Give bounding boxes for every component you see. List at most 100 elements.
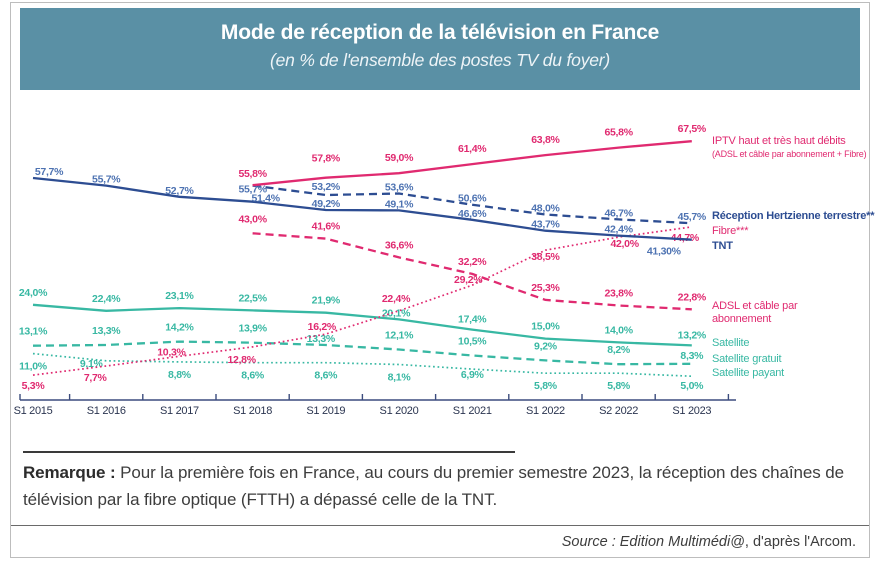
value-label-hertzienne: 46,7%	[604, 207, 633, 219]
value-label-satellite: 14,0%	[604, 324, 633, 336]
x-axis-label: S1 2018	[233, 405, 272, 417]
value-label-satellite-gratuit: 13,3%	[92, 325, 121, 337]
value-label-satellite-payant: 8,8%	[168, 369, 192, 381]
value-label-fibre: 10,3%	[157, 346, 186, 358]
value-label-satellite: 13,2%	[678, 329, 707, 341]
x-axis-label: S1 2021	[453, 405, 492, 417]
legend-hertzienne: Réception Hertzienne terrestre**	[712, 210, 875, 222]
value-label-satellite-gratuit: 13,9%	[238, 323, 267, 335]
value-label-adsl: 32,2%	[458, 256, 487, 268]
value-label-tnt: 43,7%	[531, 219, 560, 231]
legend-iptv: (ADSL et câble par abonnement + Fibre)	[712, 149, 867, 159]
x-axis-label: S1 2016	[87, 405, 126, 417]
value-label-iptv: 67,5%	[678, 123, 707, 135]
legend-tnt: TNT	[712, 240, 733, 252]
value-label-hertzienne: 48,0%	[531, 203, 560, 215]
remark-body: Pour la première fois en France, au cour…	[23, 463, 844, 509]
value-label-tnt: 49,2%	[312, 198, 341, 210]
value-label-satellite: 20,1%	[382, 307, 411, 319]
remark-label: Remarque :	[23, 463, 116, 482]
source-name: Source : Edition Multimédi@	[561, 533, 745, 550]
value-label-fibre: 42,0%	[610, 238, 639, 250]
x-axis-label: S1 2017	[160, 405, 199, 417]
legend-fibre: Fibre***	[712, 225, 749, 237]
legend-adsl: ADSL et câble par	[712, 300, 798, 312]
value-label-tnt: 51,4%	[251, 193, 280, 205]
value-label-satellite-payant: 8,1%	[388, 372, 412, 384]
x-axis-label: S1 2022	[526, 405, 565, 417]
value-label-satellite: 22,5%	[238, 292, 267, 304]
legend-satellite-gratuit: Satellite gratuit	[712, 353, 782, 365]
value-label-adsl: 23,8%	[604, 288, 633, 300]
value-label-satellite-gratuit: 13,3%	[307, 333, 336, 345]
value-label-satellite: 22,4%	[92, 293, 121, 305]
value-label-adsl: 36,6%	[385, 239, 414, 251]
source-suffix: , d'après l'Arcom.	[744, 533, 856, 550]
tv-reception-line-chart: S1 2015 S1 2016 S1 2017 S1 2018 S1 2019 S1 20…	[14, 123, 876, 417]
x-axis-label: S1 2015	[14, 405, 53, 417]
series-line-satellite	[32, 303, 692, 347]
value-label-fibre: 7,7%	[84, 372, 108, 384]
value-label-hertzienne: 45,7%	[678, 211, 707, 223]
value-label-satellite-payant: 5,8%	[534, 380, 558, 392]
legend-iptv: IPTV haut et très haut débits	[712, 135, 846, 147]
value-label-tnt: 42,4%	[604, 224, 633, 236]
value-label-tnt: 57,7%	[35, 166, 64, 178]
value-label-fibre: 44,7%	[671, 232, 700, 244]
value-label-satellite: 23,1%	[165, 290, 194, 302]
series-line-satellite-gratuit	[32, 340, 692, 366]
series-line-fibre	[32, 226, 692, 376]
value-label-satellite: 17,4%	[458, 314, 487, 326]
value-label-iptv: 59,0%	[385, 152, 414, 164]
value-label-fibre: 29,2%	[454, 274, 483, 286]
value-label-satellite-payant: 8,6%	[241, 370, 265, 382]
source-bar: Source : Edition Multimédi@, d'après l'A…	[11, 525, 869, 557]
remark-separator	[23, 451, 515, 453]
value-label-tnt: 46,6%	[458, 208, 487, 220]
x-axis-label: S1 2023	[672, 405, 711, 417]
value-label-satellite-gratuit: 10,5%	[458, 336, 487, 348]
value-label-tnt: 52,7%	[165, 185, 194, 197]
x-axis-label: S2 2022	[599, 405, 638, 417]
legend-adsl: abonnement	[712, 313, 771, 325]
value-label-satellite-payant: 5,8%	[607, 380, 631, 392]
value-label-iptv: 57,8%	[312, 153, 341, 165]
value-label-satellite-payant: 9,1%	[80, 358, 104, 370]
value-label-satellite-payant: 5,0%	[680, 380, 704, 392]
value-label-satellite-payant: 6,9%	[461, 369, 485, 381]
series-line-tnt	[32, 176, 692, 241]
value-label-hertzienne: 50,6%	[458, 193, 487, 205]
outer-frame: Mode de réception de la télévision en Fr…	[10, 2, 876, 558]
remark-text: Remarque : Pour la première fois en Fran…	[23, 459, 845, 513]
x-axis-label: S1 2019	[306, 405, 345, 417]
chart-subtitle: (en % de l'ensemble des postes TV du foy…	[269, 50, 611, 70]
value-label-satellite: 24,0%	[19, 287, 48, 299]
value-label-fibre: 16,2%	[308, 321, 337, 333]
value-label-adsl: 43,0%	[238, 213, 267, 225]
value-label-hertzienne: 55,7%	[238, 184, 267, 196]
chart-title: Mode de réception de la télévision en Fr…	[220, 21, 660, 44]
value-label-satellite-gratuit: 8,2%	[607, 344, 631, 356]
x-axis-label: S1 2020	[380, 405, 419, 417]
value-label-satellite-payant: 11,0%	[19, 361, 48, 373]
value-label-fibre: 38,5%	[531, 251, 560, 263]
value-label-iptv: 63,8%	[531, 134, 560, 146]
value-label-adsl: 41,6%	[312, 221, 341, 233]
legend-satellite-payant: Satellite payant	[712, 367, 784, 379]
value-label-fibre: 5,3%	[22, 380, 46, 392]
value-label-adsl: 22,8%	[678, 291, 707, 303]
series-line-adsl	[252, 232, 692, 311]
value-label-satellite: 15,0%	[531, 321, 560, 333]
value-label-satellite: 21,9%	[312, 295, 341, 307]
value-label-tnt: 49,1%	[385, 198, 414, 210]
series-line-iptv	[252, 140, 692, 187]
value-label-fibre: 12,8%	[227, 354, 256, 366]
value-label-satellite-gratuit: 9,2%	[534, 340, 558, 352]
value-label-hertzienne: 53,6%	[385, 182, 414, 194]
value-label-fibre: 22,4%	[382, 293, 411, 305]
value-label-satellite-gratuit: 8,3%	[680, 350, 704, 362]
value-label-satellite-gratuit: 12,1%	[385, 330, 414, 342]
series-line-hertzienne	[252, 184, 692, 225]
value-label-satellite-payant: 8,6%	[314, 370, 338, 382]
